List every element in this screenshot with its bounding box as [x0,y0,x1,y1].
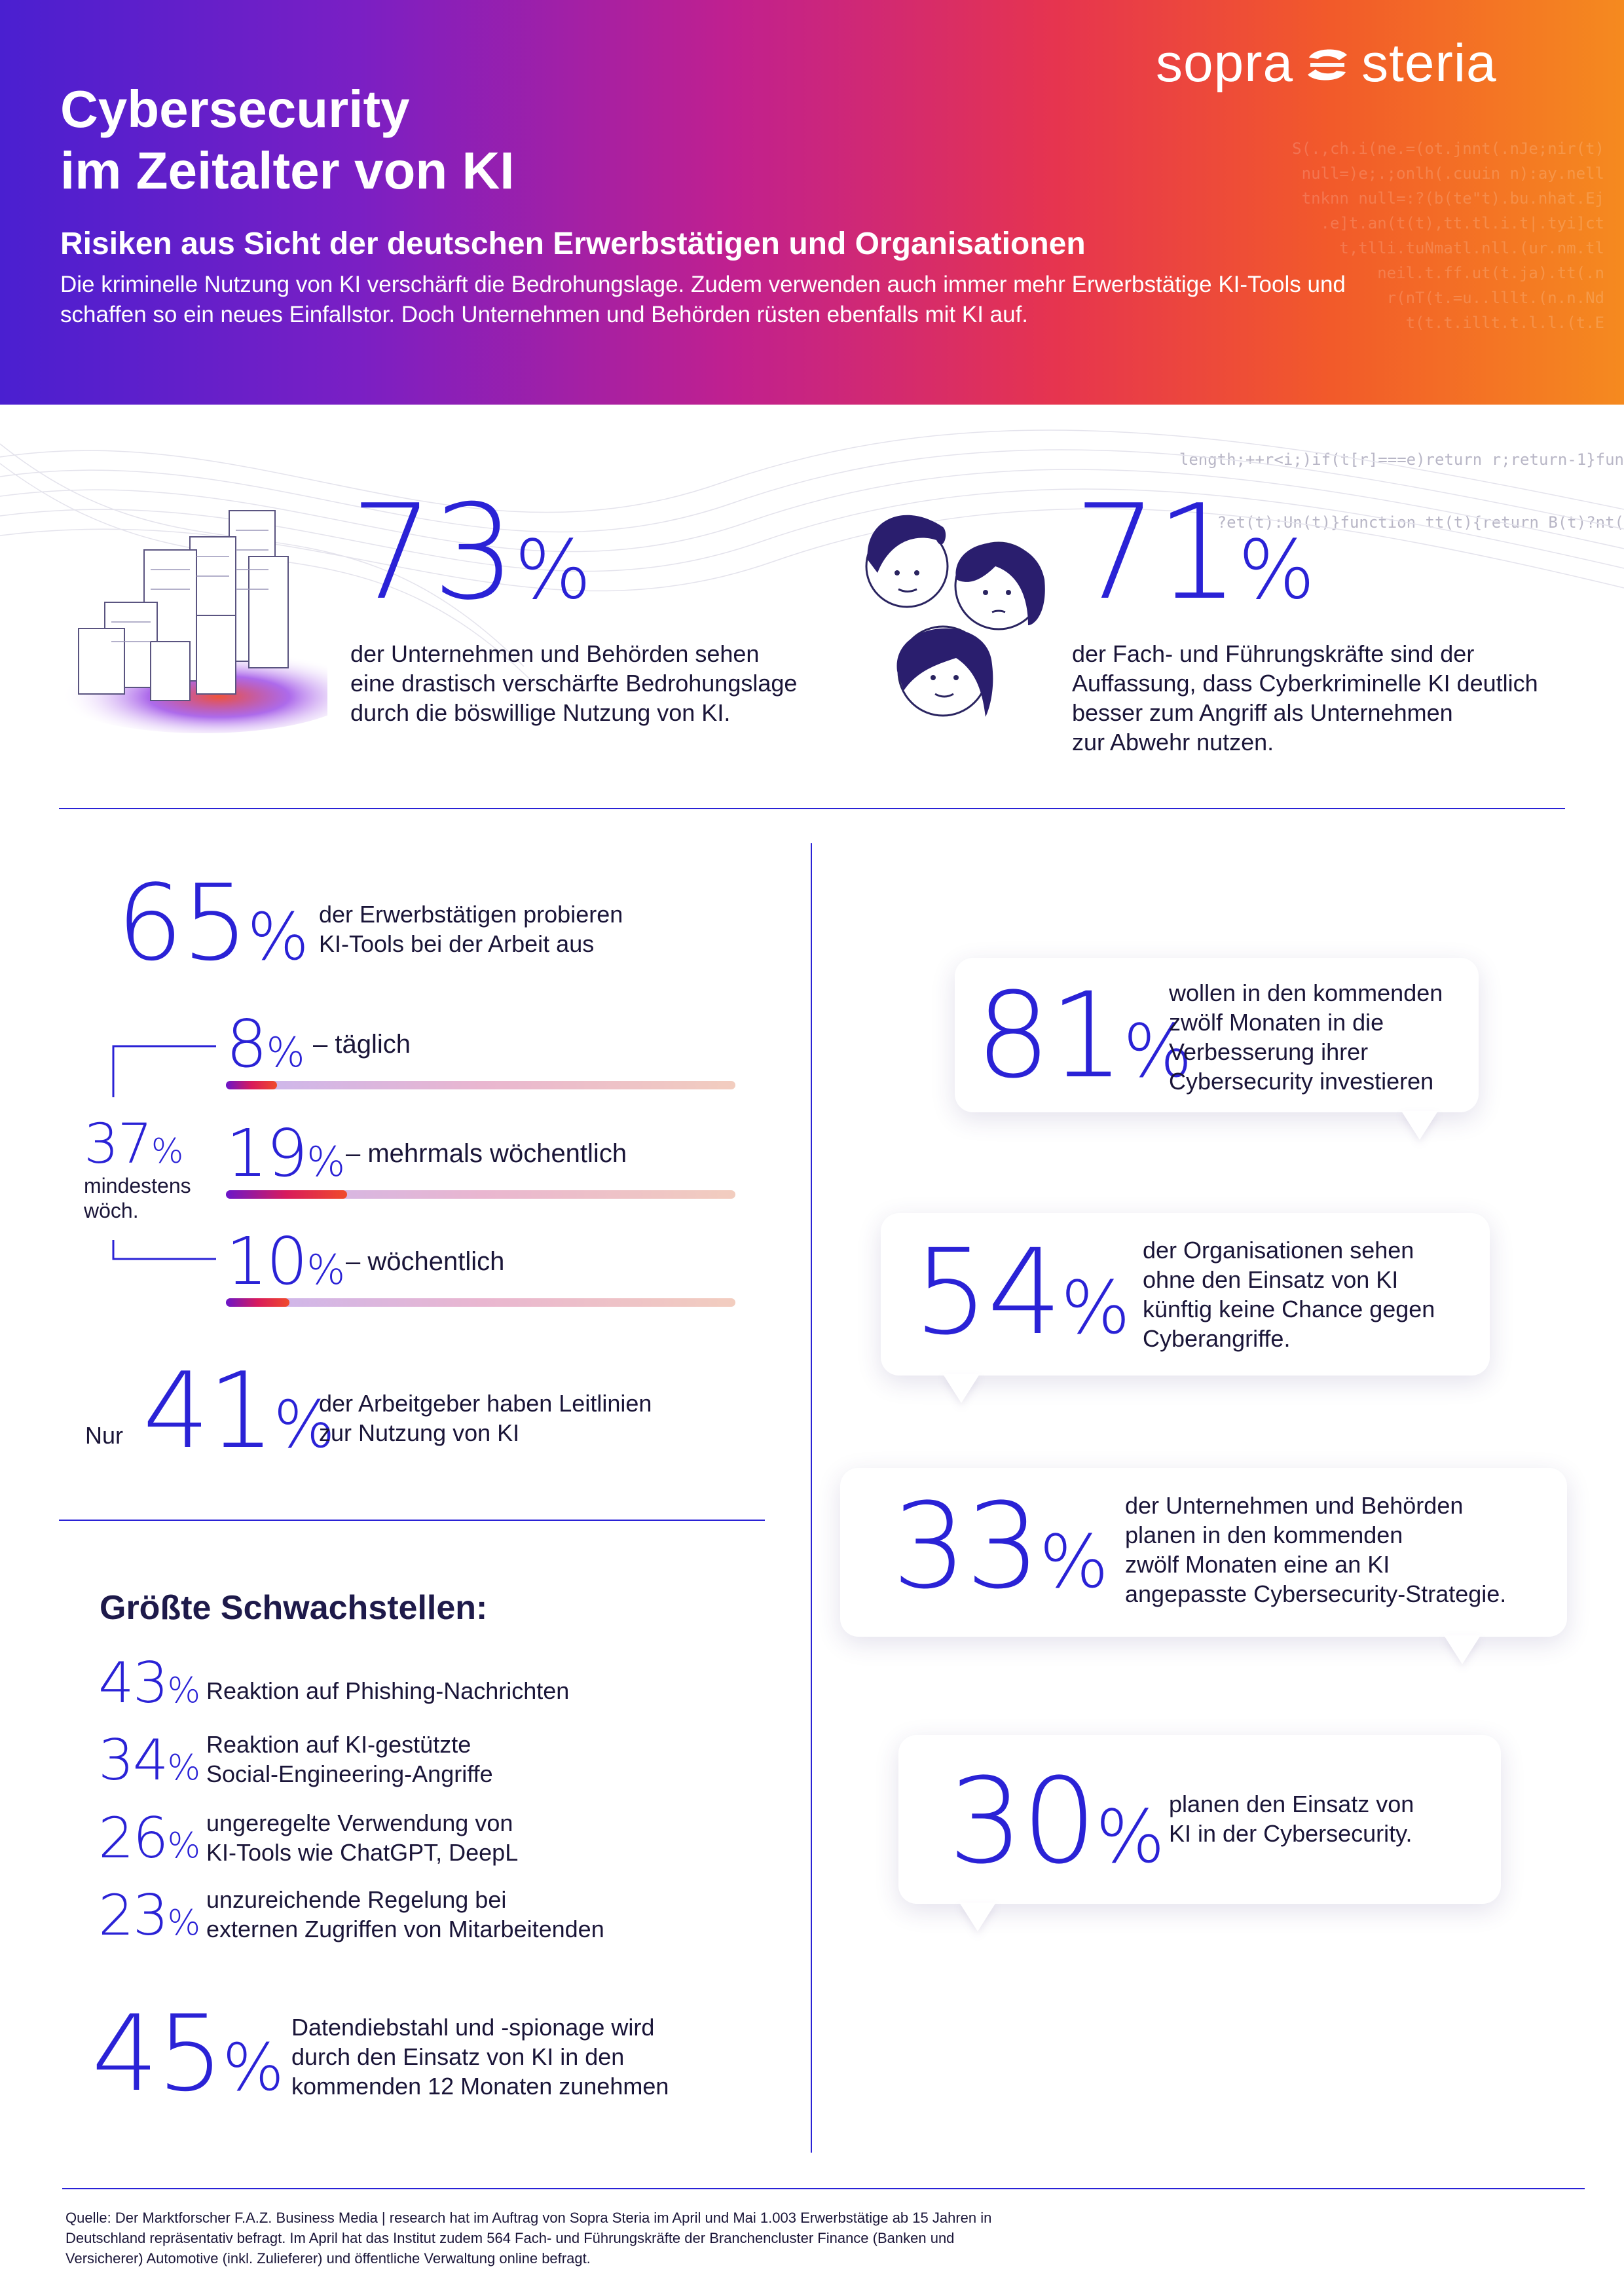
weakness-43-value: 43% [98,1650,201,1716]
page-subtitle: Risiken aus Sicht der deutschen Erwerbst… [60,227,1086,261]
stat-54-text: der Organisationen sehen ohne den Einsatz… [1143,1237,1435,1352]
bubble-54 [881,1213,1490,1376]
weakness-26-text: ungeregelte Verwendung von KI-Tools wie C… [206,1810,519,1866]
intro-text: Die kriminelle Nutzung von KI verschärft… [60,272,1346,327]
stat-10-label: – wöchentlich [346,1247,505,1276]
source-note: Quelle: Der Marktforscher F.A.Z. Busines… [65,2210,992,2267]
stat-71-value: 71% [1074,477,1316,629]
stat-71-text: der Fach- und Führungskräfte sind der Au… [1072,640,1538,756]
stat-73-value: 73% [350,477,592,629]
divider-left [59,1520,765,1521]
weaknesses-heading: Größte Schwachstellen: [100,1589,488,1627]
faces-illustration [851,494,1061,737]
stat-19-value: 19% [226,1115,346,1192]
bubble-30 [898,1735,1501,1904]
divider-footer [62,2188,1585,2189]
bar-track-several-weekly [226,1190,735,1199]
stat-65-value: 65% [117,862,309,984]
stat-54-value: 54% [913,1224,1131,1361]
guidelines-prefix: Nur [85,1422,124,1449]
divider-top [59,808,1565,809]
group-bracket [112,1045,216,1260]
bubble-30-tail [959,1903,996,1931]
stat-19-label: – mehrmals wöchentlich [346,1139,627,1168]
bubble-81 [955,958,1479,1112]
page-title: Cybersecurity im Zeitalter von KI [60,80,515,200]
stat-41-text: der Arbeitgeber haben Leitlinien zur Nut… [319,1390,652,1446]
stat-33-value: 33% [892,1478,1109,1615]
code-background: S(.,ch.i(ne.=(ot.jnnt(.nJe;nir(t) null=)… [1292,139,1604,332]
stat-8-value: 8% [226,1006,305,1082]
weakness-23-text: unzureichende Regelung bei externen Zugri… [206,1886,604,1942]
bubble-33-tail [1444,1635,1481,1664]
stat-37-label: mindestens wöch. [84,1174,191,1222]
bubble-33 [840,1468,1567,1637]
stat-45-value: 45% [92,1992,284,2115]
weakness-43-text: Reaktion auf Phishing-Nachrichten [206,1677,570,1704]
header-banner [0,0,1624,405]
bar-fill-weekly [226,1298,290,1307]
bar-fill-several-weekly [226,1190,347,1199]
sopra-steria-logo: sopra steria [1156,33,1497,93]
divider-vertical [811,843,812,2153]
bar-track-weekly [226,1298,735,1307]
buildings-illustration [39,471,327,733]
weakness-23-value: 23% [98,1883,201,1948]
weakness-34-value: 34% [98,1728,201,1793]
bubble-54-tail [943,1374,980,1403]
weakness-34-text: Reaktion auf KI-gestützte Social-Engineer… [206,1731,493,1787]
bar-fill-daily [226,1081,277,1089]
logo-mark-icon [1308,49,1348,81]
bubble-81-tail [1401,1111,1438,1140]
weakness-26-value: 26% [98,1806,201,1871]
stat-45-text: Datendiebstahl und -spionage wird durch … [291,2014,669,2100]
stat-30-value: 30% [948,1753,1166,1890]
stat-37-value: 37% [84,1112,184,1176]
stat-65-text: der Erwerbstätigen probieren KI-Tools be… [319,901,623,957]
stat-73-text: der Unternehmen und Behörden sehen eine … [350,640,798,726]
stat-10-value: 10% [226,1223,346,1300]
stat-41-value: 41% [143,1349,335,1472]
stat-30-text: planen den Einsatz von KI in der Cybersec… [1169,1791,1414,1847]
stat-81-text: wollen in den kommenden zwölf Monaten in … [1169,979,1443,1095]
stat-81-value: 81% [976,968,1193,1104]
bar-track-daily [226,1081,735,1089]
stat-8-label: – täglich [313,1030,411,1059]
stat-33-text: der Unternehmen und Behörden planen in de… [1125,1492,1507,1607]
